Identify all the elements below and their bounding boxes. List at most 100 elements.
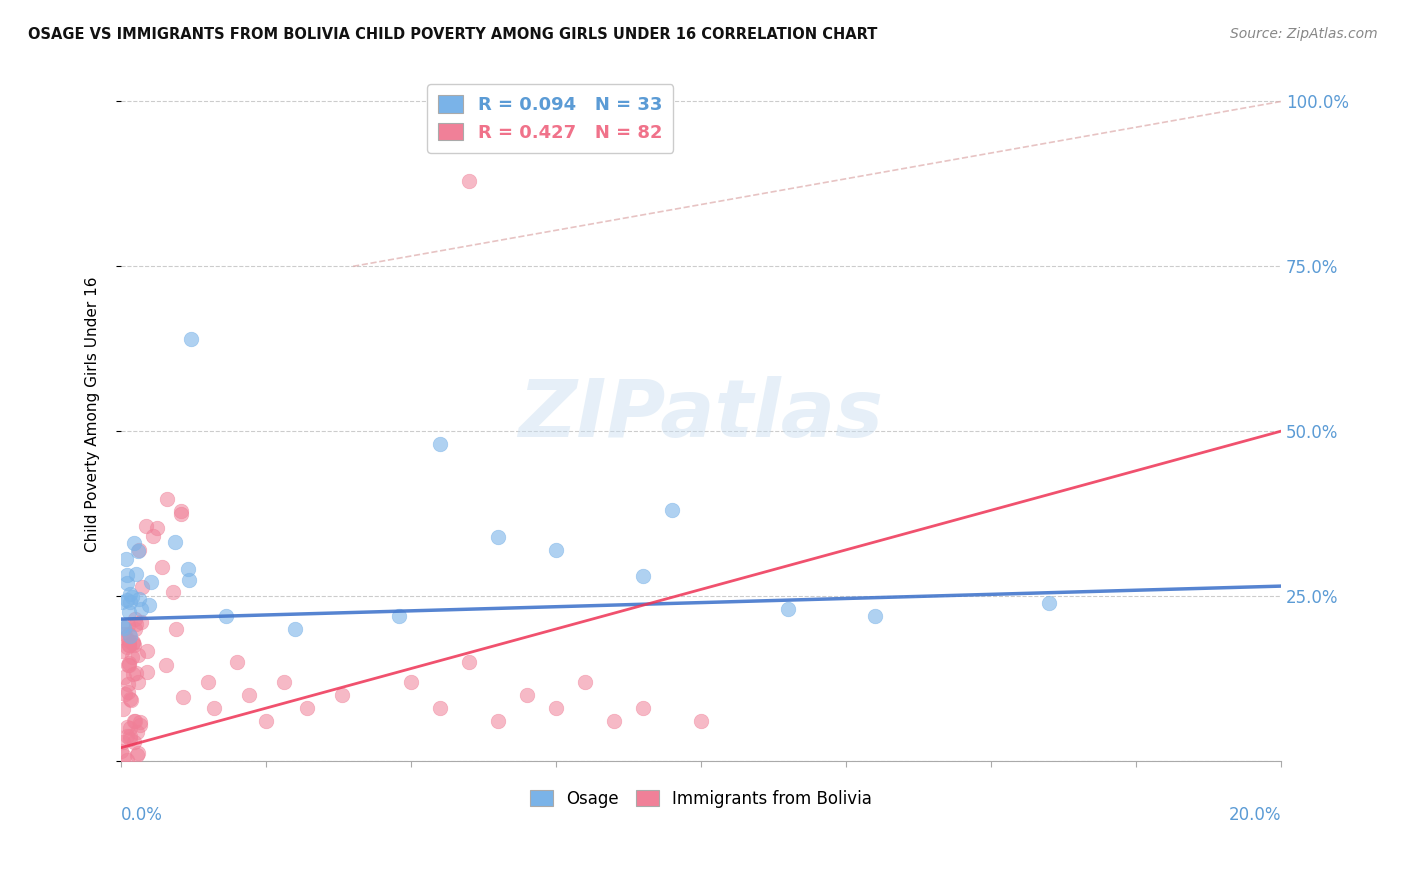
- Point: [139, 575, 162, 590]
- Point: [122, 638, 145, 652]
- Point: [661, 503, 683, 517]
- Point: [129, 615, 152, 629]
- Point: [112, 670, 135, 684]
- Point: [226, 655, 249, 669]
- Point: [117, 567, 139, 582]
- Point: [170, 507, 193, 521]
- Point: [118, 638, 141, 652]
- Point: [122, 535, 145, 549]
- Point: [136, 665, 159, 679]
- Y-axis label: Child Poverty Among Girls Under 16: Child Poverty Among Girls Under 16: [86, 277, 100, 552]
- Point: [128, 591, 150, 606]
- Point: [117, 617, 139, 632]
- Point: [295, 701, 318, 715]
- Point: [135, 519, 157, 533]
- Point: [631, 569, 654, 583]
- Point: [115, 630, 138, 644]
- Point: [115, 593, 138, 607]
- Point: [254, 714, 277, 729]
- Point: [172, 690, 194, 704]
- Point: [125, 747, 148, 762]
- Point: [115, 575, 138, 590]
- Text: Source: ZipAtlas.com: Source: ZipAtlas.com: [1230, 27, 1378, 41]
- Point: [120, 732, 142, 747]
- Point: [120, 587, 142, 601]
- Point: [202, 701, 225, 715]
- Point: [631, 701, 654, 715]
- Point: [170, 504, 193, 518]
- Point: [127, 544, 149, 558]
- Point: [429, 701, 451, 715]
- Point: [121, 649, 143, 664]
- Point: [150, 560, 173, 574]
- Point: [177, 573, 200, 587]
- Point: [129, 602, 152, 616]
- Point: [121, 590, 143, 604]
- Point: [115, 551, 138, 566]
- Point: [112, 622, 135, 636]
- Point: [115, 720, 138, 734]
- Point: [156, 491, 179, 506]
- Point: [117, 685, 139, 699]
- Point: [117, 676, 139, 690]
- Point: [120, 691, 142, 706]
- Point: [124, 612, 146, 626]
- Point: [544, 542, 567, 557]
- Point: [136, 644, 159, 658]
- Point: [458, 655, 481, 669]
- Point: [516, 688, 538, 702]
- Point: [125, 665, 148, 680]
- Text: 0.0%: 0.0%: [121, 805, 163, 824]
- Point: [118, 658, 141, 673]
- Point: [544, 701, 567, 715]
- Text: OSAGE VS IMMIGRANTS FROM BOLIVIA CHILD POVERTY AMONG GIRLS UNDER 16 CORRELATION : OSAGE VS IMMIGRANTS FROM BOLIVIA CHILD P…: [28, 27, 877, 42]
- Point: [155, 658, 177, 673]
- Point: [690, 714, 713, 729]
- Point: [115, 729, 138, 743]
- Point: [110, 744, 132, 758]
- Point: [125, 617, 148, 632]
- Point: [125, 567, 148, 582]
- Point: [124, 714, 146, 728]
- Point: [486, 714, 509, 729]
- Point: [388, 608, 411, 623]
- Point: [486, 530, 509, 544]
- Point: [127, 648, 149, 663]
- Point: [111, 595, 134, 609]
- Point: [128, 542, 150, 557]
- Point: [197, 674, 219, 689]
- Point: [120, 729, 142, 743]
- Point: [115, 753, 138, 767]
- Point: [120, 693, 142, 707]
- Point: [214, 608, 236, 623]
- Point: [118, 626, 141, 640]
- Point: [776, 602, 799, 616]
- Text: ZIPatlas: ZIPatlas: [519, 376, 883, 454]
- Point: [1038, 596, 1060, 610]
- Point: [273, 674, 295, 689]
- Point: [122, 734, 145, 748]
- Point: [603, 714, 626, 729]
- Legend: Osage, Immigrants from Bolivia: Osage, Immigrants from Bolivia: [523, 783, 879, 814]
- Point: [118, 605, 141, 619]
- Point: [128, 715, 150, 730]
- Point: [165, 623, 187, 637]
- Point: [146, 521, 169, 535]
- Point: [114, 687, 136, 701]
- Point: [125, 725, 148, 739]
- Point: [118, 633, 141, 648]
- Point: [163, 535, 186, 549]
- Point: [458, 173, 481, 187]
- Point: [112, 748, 135, 763]
- Point: [142, 529, 165, 543]
- Point: [574, 674, 596, 689]
- Point: [131, 580, 153, 594]
- Point: [118, 629, 141, 643]
- Point: [124, 622, 146, 636]
- Point: [122, 666, 145, 681]
- Point: [180, 332, 202, 346]
- Point: [399, 674, 422, 689]
- Point: [117, 658, 139, 673]
- Point: [111, 619, 134, 633]
- Point: [284, 622, 307, 636]
